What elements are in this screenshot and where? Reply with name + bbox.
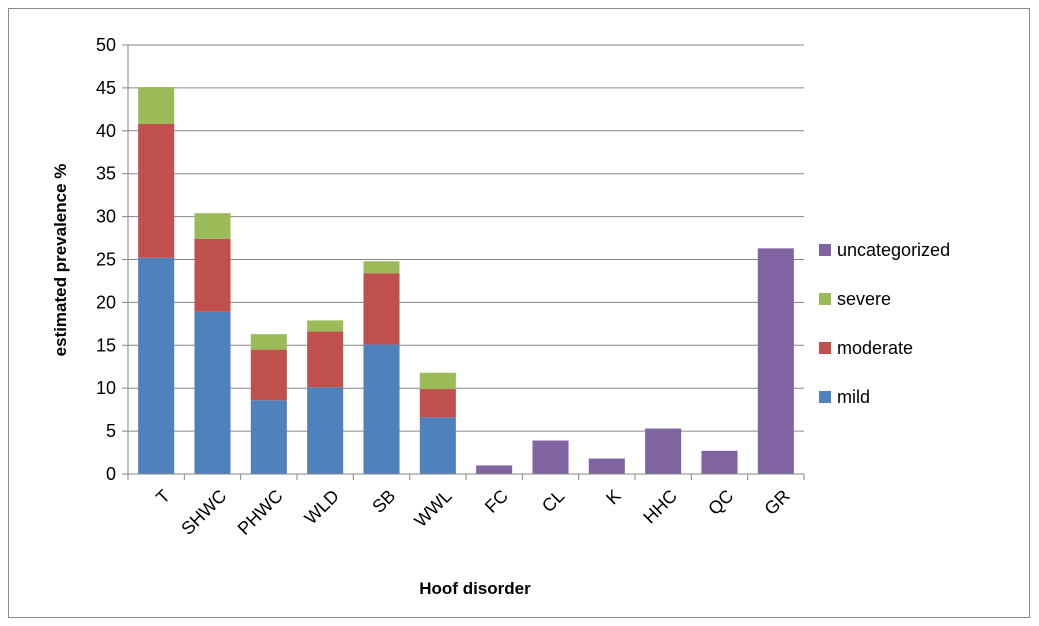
bar-t-severe — [138, 87, 175, 124]
x-tick-label-wwl: WWL — [410, 486, 455, 531]
gridlines — [128, 44, 804, 432]
bar-sb-mild — [363, 344, 400, 474]
bar-fc-uncategorized — [476, 465, 513, 474]
bar-phwc-mild — [250, 400, 287, 474]
y-tick-label: 45 — [96, 78, 116, 98]
bars — [138, 87, 794, 474]
legend-label-severe: severe — [837, 289, 891, 309]
y-tick-label: 25 — [96, 250, 116, 270]
legend-swatch-mild — [819, 391, 831, 403]
x-tick-label-cl: CL — [538, 486, 568, 516]
bar-shwc-severe — [194, 213, 231, 239]
y-tick-label: 10 — [96, 378, 116, 398]
bar-phwc-moderate — [250, 349, 287, 401]
x-tick-label-gr: GR — [760, 486, 793, 519]
bar-t-mild — [138, 257, 175, 474]
legend-swatch-moderate — [819, 342, 831, 354]
y-tick-label: 50 — [96, 35, 116, 55]
bar-cl-uncategorized — [532, 440, 569, 474]
y-tick-label: 20 — [96, 292, 116, 312]
legend: uncategorized severe moderate mild — [819, 240, 950, 407]
legend-label-mild: mild — [837, 387, 870, 407]
x-tick-label-hhc: HHC — [639, 486, 681, 528]
x-tick-label-phwc: PHWC — [234, 486, 287, 539]
bar-wld-moderate — [307, 331, 344, 388]
chart-frame — [8, 8, 1030, 618]
x-tick-label-t: T — [152, 486, 174, 508]
x-tick-label-wld: WLD — [301, 486, 343, 528]
x-tick-label-sb: SB — [368, 486, 399, 517]
bar-wld-mild — [307, 387, 344, 474]
bar-wwl-moderate — [419, 389, 456, 418]
y-axis-ticks: 0 5 10 15 20 25 30 35 40 45 50 — [96, 35, 128, 484]
bar-t-moderate — [138, 123, 175, 258]
legend-swatch-severe — [819, 293, 831, 305]
bar-sb-moderate — [363, 273, 400, 345]
y-tick-label: 30 — [96, 207, 116, 227]
x-tick-label-k: K — [602, 486, 625, 509]
y-tick-label: 5 — [106, 421, 116, 441]
x-axis-ticks: T SHWC PHWC WLD SB WWL FC CL K HHC QC GR — [127, 474, 805, 539]
legend-swatch-uncategorized — [819, 244, 831, 256]
y-tick-label: 15 — [96, 335, 116, 355]
x-tick-label-shwc: SHWC — [177, 486, 230, 539]
bar-shwc-moderate — [194, 238, 231, 312]
bar-hhc-uncategorized — [645, 428, 682, 474]
bar-wld-severe — [307, 320, 344, 332]
x-tick-label-qc: QC — [704, 486, 737, 519]
bar-shwc-mild — [194, 311, 231, 474]
legend-label-uncategorized: uncategorized — [837, 240, 950, 260]
x-tick-label-fc: FC — [481, 486, 512, 517]
bar-phwc-severe — [250, 334, 287, 350]
y-axis-title: estimated prevalence % — [51, 164, 70, 357]
bar-qc-uncategorized — [701, 450, 738, 474]
y-tick-label: 0 — [106, 464, 116, 484]
bar-wwl-severe — [419, 372, 456, 390]
y-tick-label: 40 — [96, 121, 116, 141]
bar-gr-uncategorized — [757, 248, 794, 474]
legend-label-moderate: moderate — [837, 338, 913, 358]
bar-sb-severe — [363, 261, 400, 274]
y-tick-label: 35 — [96, 164, 116, 184]
bar-k-uncategorized — [588, 458, 625, 474]
x-axis-title: Hoof disorder — [419, 579, 531, 598]
bar-wwl-mild — [419, 417, 456, 474]
